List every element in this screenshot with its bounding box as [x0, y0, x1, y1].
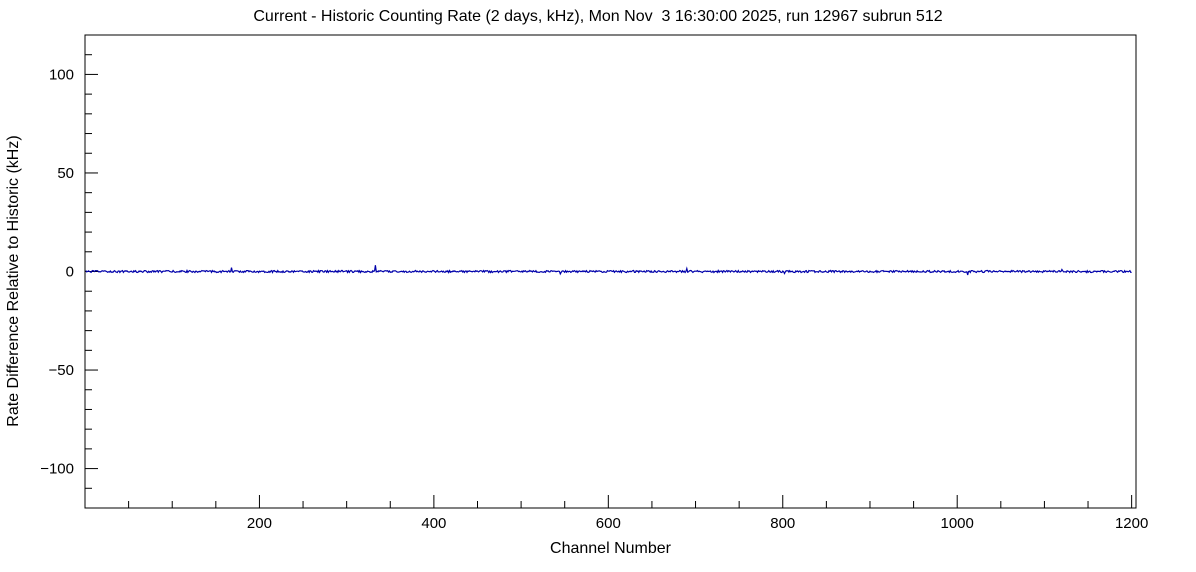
svg-text:600: 600 [596, 515, 621, 532]
svg-text:1200: 1200 [1115, 515, 1148, 532]
svg-text:200: 200 [247, 515, 272, 532]
chart-title: Current - Historic Counting Rate (2 days… [253, 8, 943, 25]
svg-text:100: 100 [49, 66, 74, 83]
svg-text:800: 800 [770, 515, 795, 532]
svg-text:0: 0 [66, 264, 74, 281]
svg-text:1000: 1000 [941, 515, 974, 532]
svg-text:50: 50 [57, 165, 74, 182]
svg-text:−50: −50 [49, 362, 74, 379]
svg-text:400: 400 [421, 515, 446, 532]
svg-text:−100: −100 [40, 461, 74, 478]
x-axis-label: Channel Number [550, 540, 671, 557]
